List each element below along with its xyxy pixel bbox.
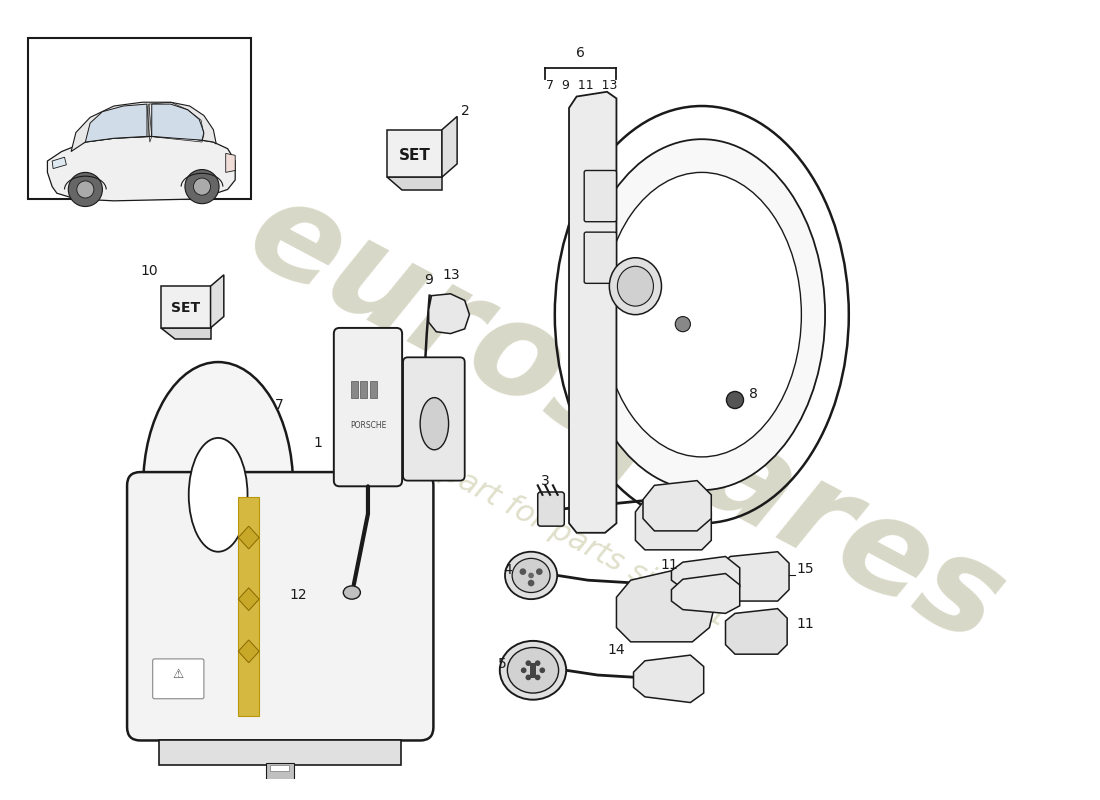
Ellipse shape: [189, 438, 248, 552]
Polygon shape: [634, 655, 704, 702]
Text: 15: 15: [796, 562, 814, 576]
FancyBboxPatch shape: [584, 232, 616, 283]
Circle shape: [536, 568, 542, 575]
Ellipse shape: [143, 362, 293, 609]
Text: PORSCHE: PORSCHE: [350, 422, 386, 430]
Bar: [361, 381, 367, 398]
Circle shape: [535, 674, 540, 680]
Ellipse shape: [420, 398, 449, 450]
Text: 2: 2: [461, 104, 470, 118]
Text: 11: 11: [796, 617, 814, 630]
Text: 8: 8: [749, 387, 758, 401]
Text: 4: 4: [503, 562, 512, 577]
Ellipse shape: [617, 266, 653, 306]
Circle shape: [519, 568, 526, 575]
Ellipse shape: [579, 139, 825, 490]
Polygon shape: [239, 588, 260, 610]
Text: eurospares: eurospares: [228, 167, 1024, 671]
Polygon shape: [616, 566, 716, 642]
FancyBboxPatch shape: [333, 328, 403, 486]
Polygon shape: [210, 275, 223, 328]
Circle shape: [528, 573, 534, 578]
Circle shape: [194, 178, 210, 195]
Polygon shape: [671, 574, 739, 614]
Polygon shape: [239, 526, 260, 549]
Polygon shape: [239, 497, 260, 716]
Text: 10: 10: [141, 264, 158, 278]
Bar: [265, 763, 294, 780]
Polygon shape: [47, 136, 235, 201]
FancyBboxPatch shape: [538, 492, 564, 526]
FancyBboxPatch shape: [128, 472, 433, 741]
Polygon shape: [720, 552, 789, 601]
Text: 12: 12: [290, 588, 308, 602]
Bar: [351, 381, 358, 398]
Polygon shape: [160, 741, 402, 765]
Text: ⚠: ⚠: [173, 668, 184, 681]
Circle shape: [185, 170, 219, 204]
Text: 11: 11: [661, 558, 679, 572]
Polygon shape: [569, 92, 616, 533]
Polygon shape: [726, 609, 788, 654]
Text: 7: 7: [275, 398, 284, 413]
FancyBboxPatch shape: [403, 358, 464, 481]
Polygon shape: [636, 499, 712, 550]
Ellipse shape: [609, 258, 661, 314]
Polygon shape: [644, 481, 712, 531]
Circle shape: [77, 181, 94, 198]
Circle shape: [521, 667, 527, 673]
Bar: [271, 765, 289, 771]
Bar: [530, 662, 536, 678]
Ellipse shape: [507, 647, 559, 693]
Bar: [370, 381, 376, 398]
Bar: [29, 38, 251, 199]
Text: 6: 6: [576, 46, 585, 60]
Ellipse shape: [343, 586, 361, 599]
Circle shape: [535, 660, 540, 666]
Ellipse shape: [602, 172, 802, 457]
Ellipse shape: [499, 641, 566, 700]
Circle shape: [68, 172, 102, 206]
Ellipse shape: [505, 552, 558, 599]
Text: 13: 13: [442, 268, 460, 282]
FancyBboxPatch shape: [153, 659, 204, 698]
Polygon shape: [671, 557, 739, 594]
Polygon shape: [442, 117, 458, 177]
Circle shape: [539, 667, 546, 673]
Text: 5: 5: [498, 658, 507, 671]
Polygon shape: [52, 158, 66, 169]
Text: 9: 9: [424, 274, 432, 287]
Text: 14: 14: [607, 643, 625, 657]
Circle shape: [526, 674, 531, 680]
Circle shape: [526, 660, 531, 666]
Text: SET: SET: [398, 148, 430, 163]
Polygon shape: [226, 154, 235, 172]
FancyBboxPatch shape: [584, 170, 616, 222]
Text: 1: 1: [314, 437, 322, 450]
Polygon shape: [387, 177, 442, 190]
Circle shape: [726, 391, 744, 409]
Polygon shape: [162, 286, 210, 328]
Polygon shape: [72, 102, 217, 151]
Polygon shape: [86, 104, 147, 142]
Polygon shape: [239, 640, 260, 662]
Ellipse shape: [513, 558, 550, 593]
Circle shape: [675, 317, 691, 332]
Circle shape: [528, 580, 535, 586]
Text: a part for parts since 1985: a part for parts since 1985: [411, 443, 784, 660]
Polygon shape: [429, 294, 470, 334]
Text: 3: 3: [541, 474, 550, 488]
Polygon shape: [387, 130, 442, 177]
Text: 7  9  11  13: 7 9 11 13: [547, 79, 617, 92]
Polygon shape: [152, 104, 204, 140]
Text: SET: SET: [172, 301, 200, 315]
Polygon shape: [162, 328, 210, 339]
